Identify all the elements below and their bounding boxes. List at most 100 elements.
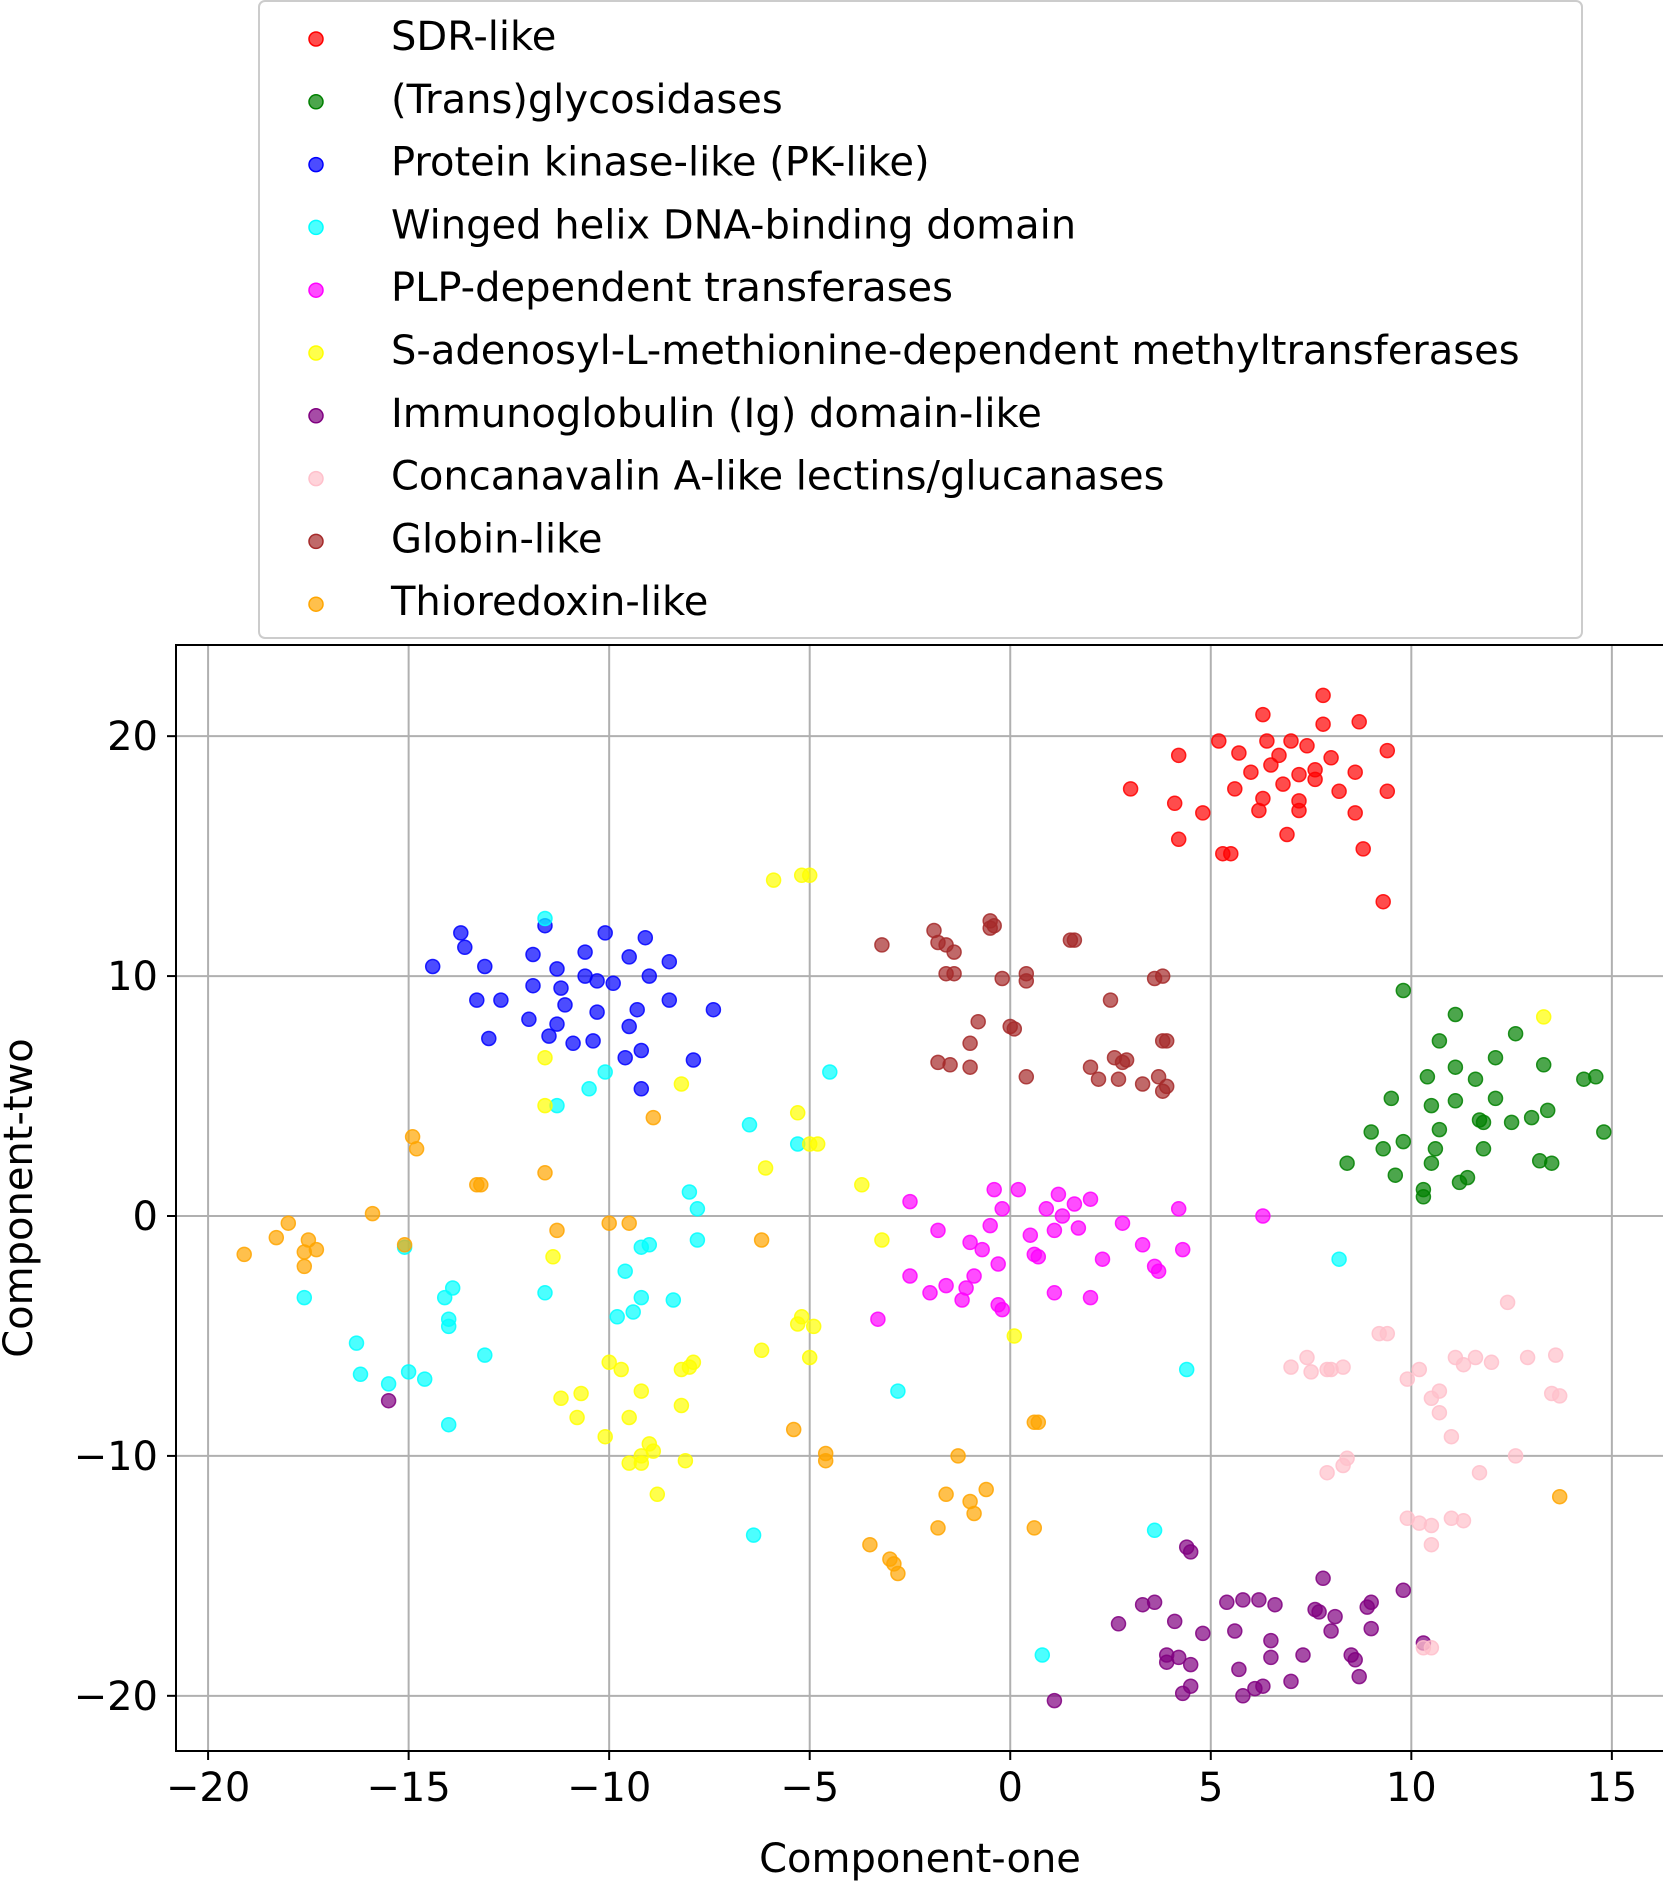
data-point: [1275, 776, 1291, 792]
series-2: [424, 917, 722, 1097]
series-4: [870, 1181, 1271, 1327]
data-point: [753, 1232, 770, 1248]
data-point: [1447, 1006, 1464, 1023]
data-point: [1046, 1285, 1063, 1301]
data-point: [1170, 747, 1187, 764]
data-point: [1375, 1141, 1391, 1157]
x-tick-label: −5: [780, 1765, 839, 1811]
data-point: [1054, 1208, 1071, 1224]
data-point: [1423, 1155, 1440, 1171]
legend-label: Winged helix DNA-binding domain: [391, 202, 1076, 248]
legend-label: Concanavalin A-like lectins/glucanases: [391, 454, 1165, 500]
data-point: [1363, 1620, 1379, 1637]
data-point: [613, 1361, 629, 1378]
data-point: [621, 1409, 637, 1426]
data-point: [1351, 1668, 1367, 1685]
data-point: [1154, 1083, 1171, 1099]
data-point: [1211, 733, 1227, 749]
x-tick-label: 15: [1586, 1765, 1637, 1811]
data-point: [1235, 1592, 1251, 1608]
plot-area: [176, 645, 1663, 1751]
data-point: [765, 872, 782, 888]
data-point: [440, 1318, 457, 1335]
legend-label: Immunoglobulin (Ig) domain-like: [391, 391, 1042, 437]
data-point: [1459, 1169, 1476, 1186]
data-point: [537, 1165, 553, 1181]
legend-label: Protein kinase-like (PK-like): [391, 140, 930, 186]
data-point: [1006, 1021, 1023, 1037]
data-point: [1146, 970, 1163, 987]
data-point: [689, 1232, 706, 1248]
data-point: [1596, 1124, 1612, 1140]
data-point: [477, 1347, 493, 1363]
data-point: [493, 992, 509, 1008]
data-point: [1543, 1155, 1560, 1171]
data-point: [1243, 764, 1259, 780]
data-point: [1487, 1049, 1504, 1066]
legend-marker: [308, 282, 324, 298]
y-tick-label: 10: [107, 954, 158, 1000]
data-point: [1471, 1464, 1488, 1481]
data-point: [1255, 706, 1271, 723]
data-point: [629, 1001, 645, 1018]
data-point: [1419, 1069, 1436, 1085]
data-point: [589, 1004, 605, 1020]
legend-entry: S-adenosyl-L-methionine-dependent methyl…: [308, 328, 1520, 374]
data-point: [1030, 1249, 1047, 1265]
data-point: [994, 1301, 1010, 1318]
legend-entry: (Trans)glycosidases: [308, 77, 783, 123]
data-point: [1576, 1071, 1592, 1087]
data-point: [617, 1263, 633, 1279]
data-point: [966, 1268, 982, 1284]
data-point: [874, 937, 890, 953]
data-point: [1110, 1071, 1127, 1087]
y-tick-label: 0: [133, 1194, 158, 1240]
data-point: [1134, 1237, 1151, 1253]
data-point: [1034, 1647, 1051, 1663]
x-tick-label: −15: [366, 1765, 450, 1811]
data-point: [1483, 1354, 1500, 1371]
data-point: [1223, 845, 1239, 862]
data-point: [1018, 1069, 1035, 1085]
data-point: [1351, 714, 1367, 730]
data-point: [609, 1309, 625, 1325]
legend-label: Thioredoxin-like: [390, 579, 708, 625]
data-point: [1255, 1208, 1271, 1224]
series-1: [1339, 982, 1612, 1205]
data-point: [1519, 1349, 1536, 1366]
data-point: [416, 1371, 433, 1387]
data-point: [966, 1505, 982, 1522]
data-point: [1279, 826, 1295, 843]
data-point: [902, 1193, 918, 1210]
data-point: [1046, 1222, 1063, 1239]
data-point: [805, 1318, 822, 1335]
data-point: [930, 1222, 946, 1239]
data-point: [633, 1239, 650, 1255]
data-point: [525, 977, 541, 994]
data-point: [870, 1311, 886, 1327]
data-point: [1158, 1654, 1175, 1670]
data-point: [982, 920, 998, 936]
data-point: [1263, 757, 1279, 773]
data-point: [1283, 733, 1299, 749]
data-point: [661, 992, 678, 1008]
data-point: [1399, 1371, 1416, 1387]
data-point: [573, 1385, 589, 1402]
data-point: [1170, 831, 1187, 848]
data-point: [1090, 1071, 1107, 1087]
data-point: [1535, 1057, 1552, 1073]
data-point: [621, 1215, 637, 1231]
data-point: [1499, 1294, 1516, 1311]
data-point: [1038, 1201, 1055, 1217]
data-point: [408, 1141, 425, 1157]
data-points: [236, 687, 1612, 1709]
data-point: [1134, 1076, 1151, 1092]
data-point: [1195, 805, 1211, 821]
data-point: [1094, 1251, 1111, 1267]
data-point: [902, 1268, 918, 1284]
data-point: [854, 1177, 870, 1193]
data-point: [1170, 1201, 1187, 1217]
data-point: [1150, 1069, 1167, 1085]
data-point: [1547, 1347, 1564, 1363]
data-point: [537, 1049, 553, 1066]
